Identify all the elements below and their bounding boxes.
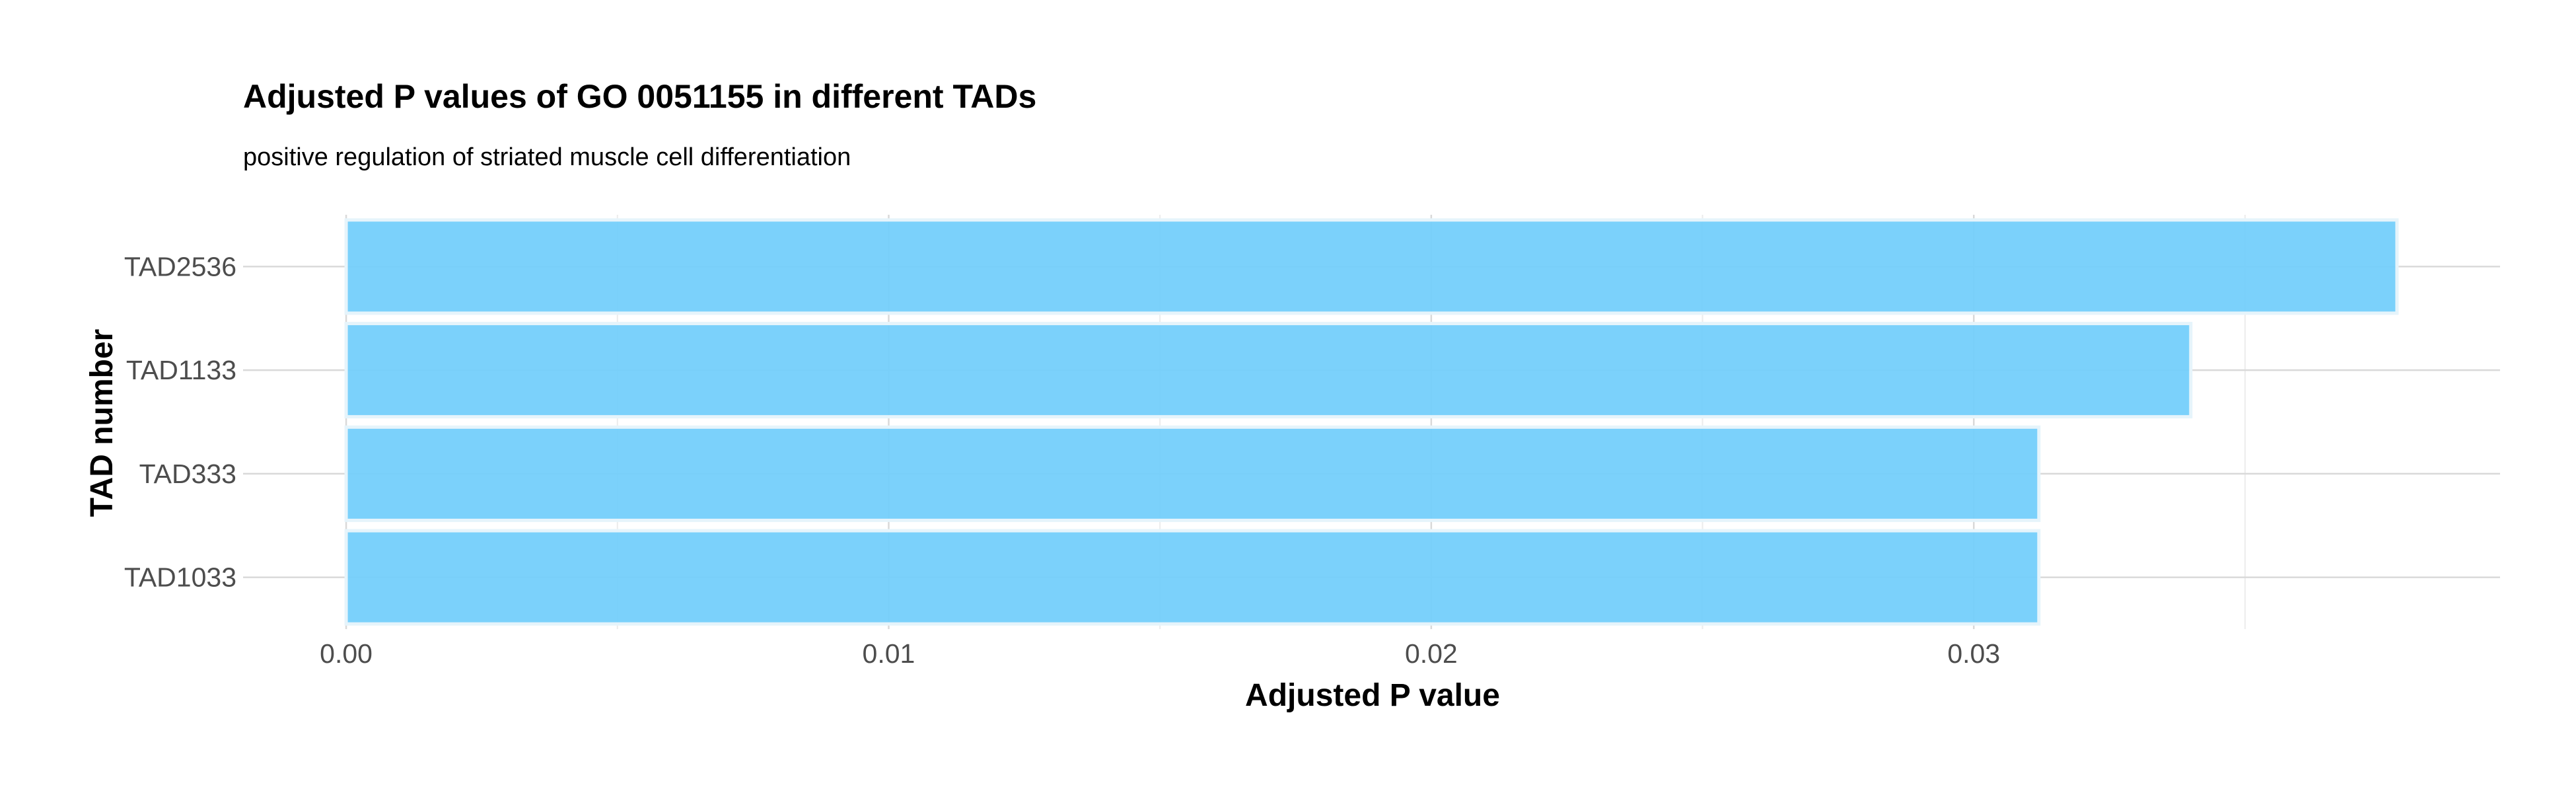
bar-tad2536 [344,218,2399,315]
x-axis-title: Adjusted P value [1245,678,1500,713]
x-tick-label: 0.02 [1405,638,1458,669]
y-tick-label: TAD2536 [124,251,236,282]
x-tick-labels: 0.00 0.01 0.02 0.03 [320,638,2000,669]
x-tick-label: 0.03 [1947,638,2000,669]
bar-tad1133 [344,322,2193,419]
y-tick-label: TAD333 [139,459,236,489]
chart-title: Adjusted P values of GO 0051155 in diffe… [243,78,1036,115]
bar-tad333 [344,425,2041,522]
x-tick-label: 0.01 [863,638,915,669]
y-tick-label: TAD1133 [126,355,236,385]
bar-tad1033 [344,529,2041,626]
x-tick-label: 0.00 [320,638,373,669]
y-tick-labels: TAD2536 TAD1133 TAD333 TAD1033 [124,251,236,592]
chart-subtitle: positive regulation of striated muscle c… [243,143,851,171]
y-axis-title: TAD number [85,329,120,517]
bars [344,218,2399,626]
y-tick-label: TAD1033 [124,562,236,593]
